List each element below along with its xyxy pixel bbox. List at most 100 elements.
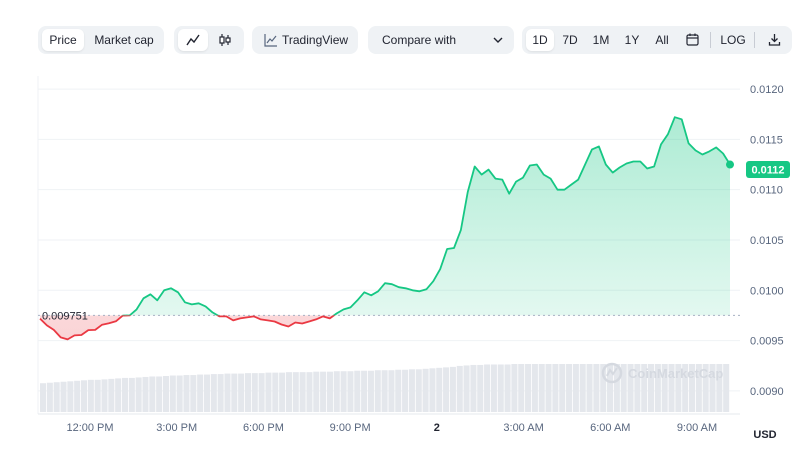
volume-bar bbox=[607, 364, 614, 412]
volume-bar bbox=[238, 373, 245, 412]
volume-bar bbox=[436, 367, 443, 412]
volume-bar bbox=[716, 364, 723, 412]
y-tick-label: 0.0095 bbox=[750, 336, 784, 348]
volume-bar bbox=[258, 373, 265, 412]
volume-bar bbox=[46, 382, 53, 412]
volume-bar bbox=[600, 364, 607, 412]
y-tick-label: 0.0090 bbox=[750, 386, 784, 398]
volume-bar bbox=[156, 376, 163, 412]
volume-bar bbox=[620, 364, 627, 412]
volume-bar bbox=[231, 373, 238, 412]
download-icon bbox=[768, 34, 780, 46]
compare-with-label: Compare with bbox=[382, 33, 457, 47]
log-scale-button[interactable]: LOG bbox=[720, 33, 746, 47]
watermark-logo-icon bbox=[601, 362, 623, 384]
y-tick-label: 0.0120 bbox=[750, 84, 784, 96]
toolbar-divider bbox=[754, 32, 755, 48]
range-1m[interactable]: 1M bbox=[592, 33, 610, 47]
volume-bar bbox=[190, 375, 197, 412]
volume-bar bbox=[67, 381, 74, 412]
volume-bar bbox=[374, 370, 381, 412]
volume-bar bbox=[80, 380, 88, 412]
volume-bar bbox=[422, 368, 429, 412]
volume-bar bbox=[593, 364, 600, 412]
calendar-button[interactable] bbox=[678, 29, 706, 51]
volume-bar bbox=[613, 364, 620, 412]
range-1d[interactable]: 1D bbox=[526, 29, 554, 51]
volume-bar bbox=[197, 374, 204, 412]
volume-bar bbox=[641, 364, 648, 412]
range-all[interactable]: All bbox=[655, 33, 669, 47]
volume-bar bbox=[162, 376, 170, 412]
volume-bar bbox=[94, 379, 101, 412]
volume-bar bbox=[183, 375, 190, 412]
current-price-dot bbox=[726, 160, 734, 169]
range-selector: 1D 7D 1M 1Y All LOG bbox=[522, 26, 792, 54]
volume-bar bbox=[449, 366, 456, 412]
volume-bar bbox=[531, 364, 538, 412]
volume-bar bbox=[108, 378, 115, 412]
chart-type-toggle bbox=[174, 26, 244, 54]
candlestick-icon bbox=[219, 34, 231, 46]
current-price-badge bbox=[746, 161, 790, 179]
volume-bar bbox=[60, 381, 67, 412]
volume-bar bbox=[244, 373, 251, 412]
volume-bar bbox=[265, 372, 272, 412]
y-tick-label: 0.0115 bbox=[750, 134, 783, 146]
candlestick-icon[interactable] bbox=[210, 29, 240, 51]
volume-bar bbox=[689, 364, 696, 412]
tab-market-cap[interactable]: Market cap bbox=[94, 33, 154, 47]
volume-bar bbox=[306, 372, 313, 412]
volume-bar bbox=[559, 364, 566, 412]
volume-bar bbox=[654, 364, 661, 412]
volume-bar bbox=[566, 364, 573, 412]
volume-bar bbox=[490, 364, 497, 412]
volume-bar bbox=[53, 382, 60, 412]
volume-bar bbox=[463, 365, 470, 412]
x-tick-label: 3:00 PM bbox=[156, 422, 197, 434]
volume-bar bbox=[354, 370, 361, 412]
volume-bar bbox=[408, 369, 415, 412]
volume-bar bbox=[627, 364, 634, 412]
volume-bar bbox=[224, 373, 231, 412]
x-tick-label: 6:00 PM bbox=[243, 422, 284, 434]
volume-bar bbox=[395, 369, 402, 412]
current-price-label: 0.0112 bbox=[751, 165, 784, 177]
volume-bars bbox=[40, 364, 730, 412]
x-tick-label: 12:00 PM bbox=[66, 422, 113, 434]
volume-bar bbox=[572, 364, 579, 412]
price-area-up bbox=[129, 117, 730, 316]
volume-bar bbox=[176, 375, 183, 412]
line-chart-icon[interactable] bbox=[178, 29, 208, 51]
range-7d[interactable]: 7D bbox=[562, 33, 578, 47]
compare-with-select[interactable]: Compare with bbox=[368, 26, 514, 54]
volume-bar bbox=[367, 370, 374, 412]
tradingview-label: TradingView bbox=[282, 33, 349, 47]
volume-bar bbox=[709, 364, 716, 412]
currency-label: USD bbox=[753, 429, 776, 441]
tab-price[interactable]: Price bbox=[42, 29, 84, 51]
volume-bar bbox=[313, 371, 320, 412]
volume-bar bbox=[210, 374, 217, 412]
range-1y[interactable]: 1Y bbox=[624, 33, 640, 47]
volume-bar bbox=[272, 372, 279, 412]
volume-bar bbox=[292, 372, 299, 412]
download-button[interactable] bbox=[760, 29, 788, 51]
volume-bar bbox=[285, 372, 292, 412]
volume-bar bbox=[279, 372, 286, 412]
volume-bar bbox=[121, 377, 129, 412]
volume-bar bbox=[217, 374, 224, 412]
volume-bar bbox=[340, 371, 347, 412]
tradingview-button[interactable]: TradingView bbox=[252, 26, 358, 54]
volume-bar bbox=[74, 380, 81, 412]
volume-bar bbox=[648, 364, 655, 412]
x-tick-label: 6:00 AM bbox=[590, 422, 630, 434]
y-tick-label: 0.0110 bbox=[750, 185, 783, 197]
volume-bar bbox=[149, 376, 156, 412]
volume-bar bbox=[552, 364, 559, 412]
volume-bar bbox=[333, 371, 340, 412]
volume-bar bbox=[682, 364, 689, 412]
y-axis: 0.0120 0.0115 0.0110 0.0105 0.0100 0.0095 0.00… bbox=[750, 84, 784, 398]
y-tick-label: 0.0105 bbox=[750, 235, 784, 247]
volume-bar bbox=[525, 364, 532, 412]
